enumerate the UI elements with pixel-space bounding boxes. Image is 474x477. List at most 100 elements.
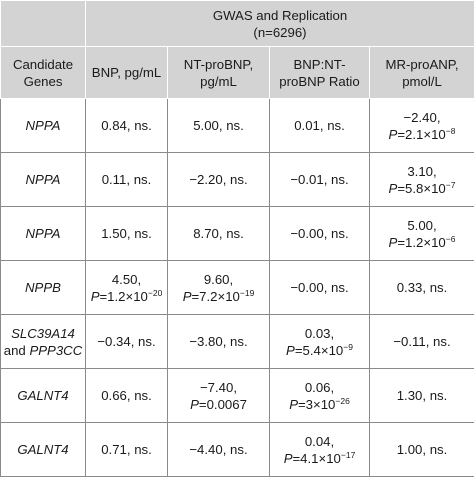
header-ntprobnp-column: NT-proBNP, pg/mL [168,47,270,99]
estimate-value: 0.01, ns. [294,118,345,133]
value-cell-ntprobnp: −3.80, ns. [168,315,270,369]
value-cell-ratio: 0.03, P=5.4×10−9 [270,315,370,369]
estimate-value: −0.00, ns. [290,226,348,241]
p-value: =0.0067 [199,397,247,412]
value-cell-bnp: 4.50,P=1.2×10−20 [86,261,168,315]
value-cell-ntprobnp: −4.40, ns. [168,423,270,477]
estimate-value: 0.03, [305,326,334,341]
value-cell-ratio: 0.06, P=3×10−26 [270,369,370,423]
p-value: =4.1×10 [292,451,340,466]
value-cell-ntprobnp: 5.00, ns. [168,99,270,153]
estimate-value: 5.00, ns. [193,118,244,133]
gene-join-word: and [4,343,26,358]
value-cell-bnp: −0.34, ns. [86,315,168,369]
p-value: =5.4×10 [295,343,343,358]
value-cell-ratio: 0.04,P=4.1×10−17 [270,423,370,477]
gene-name: NPPA [26,226,61,241]
value-cell-mrproanp: −0.11, ns. [370,315,474,369]
estimate-value: −2.20, ns. [189,172,247,187]
estimate-value: −0.00, ns. [290,280,348,295]
value-cell-bnp: 1.50, ns. [86,207,168,261]
gene-cell: NPPB [1,261,86,315]
value-cell-bnp: 0.84, ns. [86,99,168,153]
gene-name: GALNT4 [17,388,68,403]
p-label: P [286,343,295,358]
estimate-value: 0.06, [305,380,334,395]
estimate-value: 4.50, [112,272,141,287]
header-group-cell: GWAS and Replication (n=6296) [86,1,474,47]
value-cell-mrproanp: 1.30, ns. [370,369,474,423]
table-row: NPPA 1.50, ns. 8.70, ns. −0.00, ns. 5.00,P=1… [1,207,474,261]
value-cell-ratio: −0.01, ns. [270,153,370,207]
value-cell-ratio: −0.00, ns. [270,261,370,315]
estimate-value: −3.80, ns. [189,334,247,349]
value-cell-ratio: −0.00, ns. [270,207,370,261]
p-label: P [190,397,199,412]
p-exponent: −26 [335,396,349,406]
header-bnp-column: BNP, pg/mL [86,47,168,99]
estimate-value: 8.70, ns. [193,226,244,241]
gene-name: GALNT4 [17,442,68,457]
value-cell-mrproanp: −2.40,P=2.1×10−8 [370,99,474,153]
estimate-value: 0.66, ns. [101,388,152,403]
estimate-value: −0.11, ns. [393,334,450,349]
p-value: =3×10 [298,397,335,412]
value-cell-bnp: 0.71, ns. [86,423,168,477]
header-group-subtitle: (n=6296) [253,25,306,40]
estimate-value: 0.11, ns. [102,172,152,187]
p-exponent: −8 [446,126,456,136]
p-value: =7.2×10 [191,289,239,304]
p-value: =2.1×10 [397,127,445,142]
header-ratio-column: BNP:NT-proBNP Ratio [270,47,370,99]
gene-name: NPPA [26,118,61,133]
estimate-value: −0.34, ns. [97,334,155,349]
value-cell-bnp: 0.66, ns. [86,369,168,423]
gene-name: NPPB [25,280,61,295]
p-label: P [289,397,298,412]
header-group-title: GWAS and Replication [213,8,347,23]
value-cell-mrproanp: 5.00,P=1.2×10−6 [370,207,474,261]
value-cell-mrproanp: 3.10,P=5.8×10−7 [370,153,474,207]
header-corner-cell [1,1,86,47]
p-exponent: −7 [446,180,456,190]
value-cell-ntprobnp: −2.20, ns. [168,153,270,207]
estimate-value: −0.01, ns. [290,172,348,187]
estimate-value: 0.84, ns. [101,118,152,133]
value-cell-ntprobnp: −7.40,P=0.0067 [168,369,270,423]
p-value: =5.8×10 [397,181,445,196]
value-cell-ntprobnp: 9.60,P=7.2×10−19 [168,261,270,315]
estimate-value: −2.40, [403,110,440,125]
p-exponent: −17 [341,450,355,460]
p-value: =1.2×10 [99,289,147,304]
gene-cell: GALNT4 [1,423,86,477]
p-value: =1.2×10 [397,235,445,250]
p-exponent: −9 [343,342,353,352]
gene-name: SLC39A14 [11,326,75,341]
value-cell-bnp: 0.11, ns. [86,153,168,207]
estimate-value: 1.00, ns. [397,442,448,457]
estimate-value: 0.71, ns. [101,442,152,457]
value-cell-ratio: 0.01, ns. [270,99,370,153]
gene-cell: GALNT4 [1,369,86,423]
estimate-value: 0.04, [305,434,334,449]
gene-cell: NPPA [1,99,86,153]
header-row-columns: Candidate Genes BNP, pg/mL NT-proBNP, pg… [1,47,474,99]
estimate-value: 5.00, [407,218,436,233]
p-exponent: −20 [148,288,162,298]
table-row: GALNT4 0.71, ns. −4.40, ns. 0.04,P=4.1×10−1… [1,423,474,477]
value-cell-ntprobnp: 8.70, ns. [168,207,270,261]
estimate-value: 3.10, [407,164,436,179]
estimate-value: 9.60, [204,272,233,287]
table-row: NPPA 0.84, ns. 5.00, ns. 0.01, ns. −2.40,P=2… [1,99,474,153]
estimate-value: −7.40, [200,380,237,395]
header-mrproanp-column: MR-proANP, pmol/L [370,47,474,99]
estimate-value: −4.40, ns. [189,442,247,457]
gene-cell: NPPA [1,207,86,261]
